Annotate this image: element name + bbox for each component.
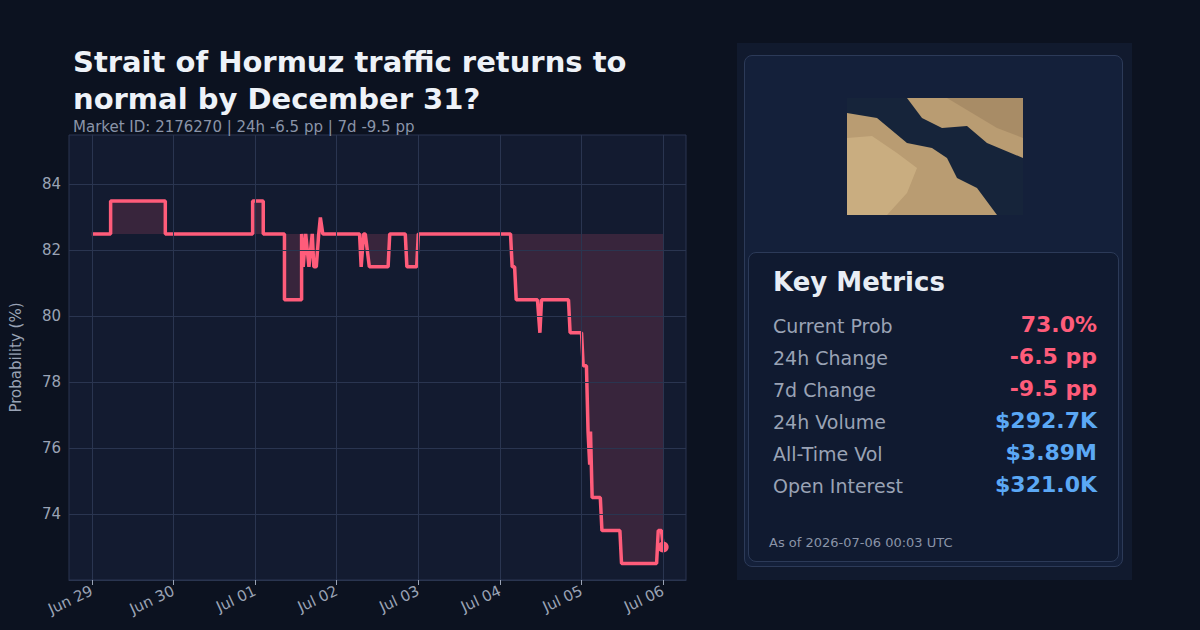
html-text:$3.89M: $3.89M xyxy=(1005,440,1097,465)
html-text:-6.5 pp: -6.5 pp xyxy=(1009,344,1097,369)
html-text:Open Interest: Open Interest xyxy=(773,475,903,497)
svg-text:80: 80 xyxy=(42,307,61,325)
svg-text:Jul 05: Jul 05 xyxy=(539,582,586,616)
svg-text:78: 78 xyxy=(42,373,61,391)
html-text:Current Prob: Current Prob xyxy=(773,315,893,337)
svg-text:Jun 29: Jun 29 xyxy=(44,582,95,619)
svg-text:Market ID: 2176270 | 24h -6.5: Market ID: 2176270 | 24h -6.5 pp | 7d -9… xyxy=(73,118,414,136)
svg-text:Jul 06: Jul 06 xyxy=(620,582,667,616)
html-text:$321.0K: $321.0K xyxy=(995,472,1097,497)
svg-text:Jul 04: Jul 04 xyxy=(457,582,504,616)
svg-text:Probability (%): Probability (%) xyxy=(7,302,25,412)
html-text:$292.7K: $292.7K xyxy=(995,408,1097,433)
svg-text:Jul 01: Jul 01 xyxy=(212,582,259,616)
svg-text:Jul 03: Jul 03 xyxy=(376,582,423,616)
html-text:24h Change: 24h Change xyxy=(773,347,888,369)
html-text:As of 2026-07-06 00:03 UTC: As of 2026-07-06 00:03 UTC xyxy=(769,535,953,550)
svg-text:Strait of Hormuz traffic retur: Strait of Hormuz traffic returns to xyxy=(73,45,626,79)
html-text:-9.5 pp: -9.5 pp xyxy=(1009,376,1097,401)
svg-text:Jul 02: Jul 02 xyxy=(294,582,341,616)
svg-text:Jun 30: Jun 30 xyxy=(126,582,177,619)
svg-text:74: 74 xyxy=(42,505,61,523)
svg-text:82: 82 xyxy=(42,241,61,259)
html-text:7d Change: 7d Change xyxy=(773,379,876,401)
svg-text:76: 76 xyxy=(42,439,61,457)
html-text:73.0%: 73.0% xyxy=(1020,312,1097,337)
svg-text:normal by December 31?: normal by December 31? xyxy=(73,82,480,116)
html-text:All-Time Vol: All-Time Vol xyxy=(773,443,883,465)
html-text:Key Metrics: Key Metrics xyxy=(773,267,945,297)
html-text:24h Volume: 24h Volume xyxy=(773,411,886,433)
svg-text:84: 84 xyxy=(42,175,61,193)
